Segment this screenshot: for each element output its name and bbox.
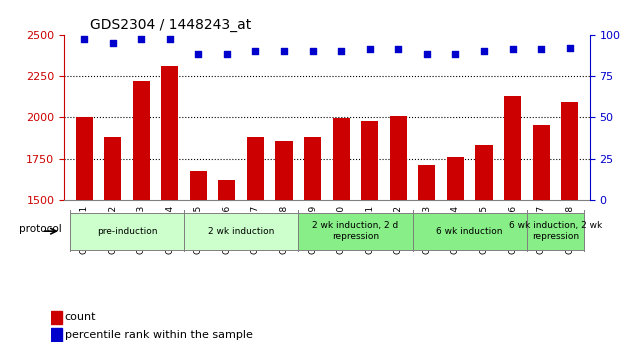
Bar — [390, 116, 407, 345]
Text: 6 wk induction, 2 wk
repression: 6 wk induction, 2 wk repression — [509, 221, 602, 241]
Point — [136, 37, 146, 42]
Bar — [190, 171, 207, 345]
Point — [308, 48, 318, 54]
Bar — [76, 117, 93, 345]
FancyBboxPatch shape — [413, 213, 527, 250]
Bar — [162, 66, 178, 345]
Point — [251, 48, 261, 54]
Point — [193, 52, 203, 57]
Text: 2 wk induction: 2 wk induction — [208, 227, 274, 236]
Bar — [51, 310, 62, 324]
Text: pre-induction: pre-induction — [97, 227, 157, 236]
Point — [422, 52, 432, 57]
Point — [336, 48, 346, 54]
Bar — [504, 96, 521, 345]
Bar — [247, 137, 264, 345]
Point — [393, 47, 403, 52]
Point — [108, 40, 118, 46]
Point — [565, 45, 575, 50]
Bar — [447, 157, 464, 345]
Text: percentile rank within the sample: percentile rank within the sample — [65, 331, 253, 340]
Bar — [476, 145, 492, 345]
Bar — [333, 118, 350, 345]
Point — [279, 48, 289, 54]
Bar — [219, 180, 235, 345]
Text: 2 wk induction, 2 d
repression: 2 wk induction, 2 d repression — [312, 221, 399, 241]
Point — [222, 52, 232, 57]
Bar — [561, 102, 578, 345]
Point — [79, 37, 89, 42]
FancyBboxPatch shape — [184, 213, 298, 250]
Bar — [51, 328, 62, 342]
Point — [365, 47, 375, 52]
Text: 6 wk induction: 6 wk induction — [437, 227, 503, 236]
Bar — [361, 121, 378, 345]
Text: protocol: protocol — [19, 224, 62, 234]
Bar — [304, 137, 321, 345]
Bar — [133, 81, 150, 345]
FancyBboxPatch shape — [70, 213, 184, 250]
Bar — [419, 165, 435, 345]
Point — [508, 47, 518, 52]
Point — [451, 52, 461, 57]
Bar — [104, 137, 121, 345]
Text: GDS2304 / 1448243_at: GDS2304 / 1448243_at — [90, 18, 252, 32]
Text: count: count — [65, 313, 96, 322]
Bar — [276, 141, 293, 345]
Bar — [533, 125, 550, 345]
Point — [479, 48, 489, 54]
FancyBboxPatch shape — [527, 213, 584, 250]
Point — [536, 47, 546, 52]
Point — [165, 37, 175, 42]
FancyBboxPatch shape — [298, 213, 413, 250]
